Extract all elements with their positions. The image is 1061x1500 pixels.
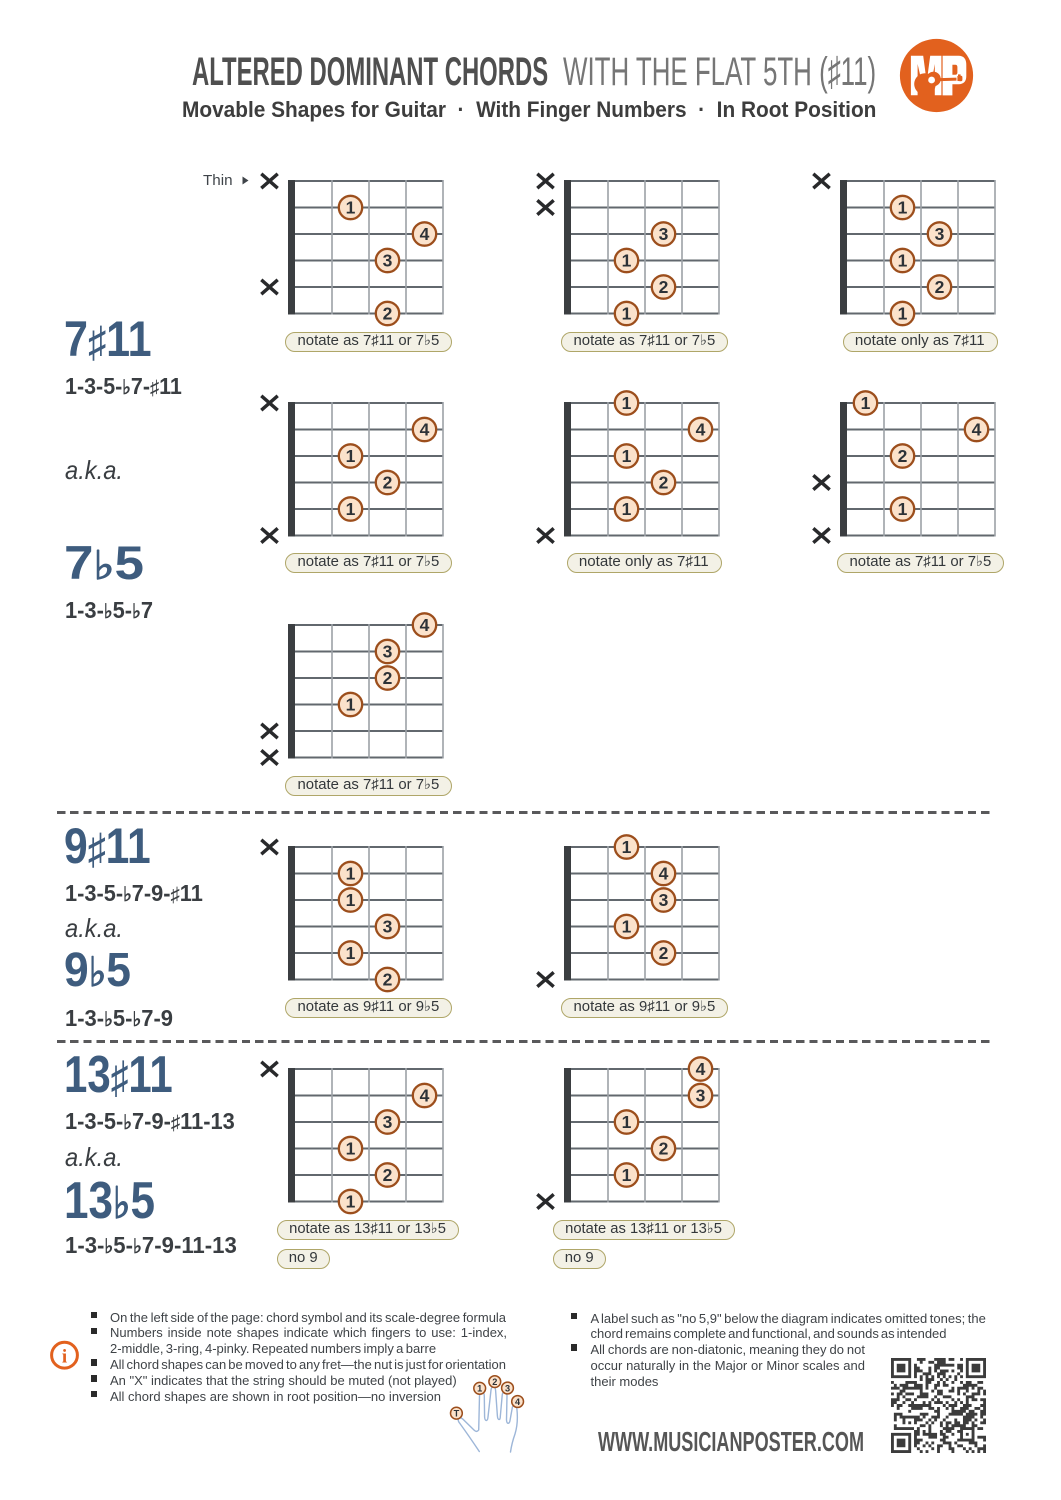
svg-text:1: 1 — [622, 393, 632, 413]
svg-text:4: 4 — [420, 224, 430, 244]
svg-text:1: 1 — [622, 446, 632, 466]
svg-text:i: i — [62, 1347, 67, 1368]
svg-text:3: 3 — [659, 890, 669, 910]
svg-text:1: 1 — [622, 1112, 632, 1132]
svg-text:4: 4 — [420, 1086, 430, 1106]
svg-text:4: 4 — [659, 864, 669, 884]
svg-text:1: 1 — [622, 250, 632, 270]
svg-text:2: 2 — [492, 1377, 497, 1387]
svg-text:3: 3 — [383, 1112, 393, 1132]
svg-text:4: 4 — [420, 420, 430, 440]
svg-text:3: 3 — [383, 641, 393, 661]
svg-text:1: 1 — [346, 446, 356, 466]
svg-text:2: 2 — [659, 473, 669, 493]
svg-text:1: 1 — [898, 303, 908, 323]
svg-text:1: 1 — [346, 864, 356, 884]
svg-text:1: 1 — [346, 1192, 356, 1212]
svg-text:T: T — [454, 1409, 460, 1419]
svg-text:2: 2 — [383, 1165, 393, 1185]
svg-text:1: 1 — [622, 1165, 632, 1185]
svg-text:2: 2 — [383, 668, 393, 688]
svg-text:3: 3 — [935, 224, 945, 244]
svg-text:1: 1 — [346, 1139, 356, 1159]
svg-text:3: 3 — [383, 250, 393, 270]
svg-text:2: 2 — [659, 277, 669, 297]
svg-text:4: 4 — [972, 420, 982, 440]
svg-text:4: 4 — [515, 1397, 521, 1407]
svg-text:2: 2 — [659, 943, 669, 963]
svg-text:3: 3 — [505, 1383, 510, 1393]
svg-text:1: 1 — [346, 943, 356, 963]
svg-text:1: 1 — [346, 499, 356, 519]
svg-text:1: 1 — [346, 197, 356, 217]
svg-text:1: 1 — [861, 393, 871, 413]
svg-text:1: 1 — [898, 250, 908, 270]
svg-text:3: 3 — [383, 917, 393, 937]
svg-text:4: 4 — [420, 615, 430, 635]
svg-text:3: 3 — [659, 224, 669, 244]
svg-text:2: 2 — [935, 277, 945, 297]
svg-text:2: 2 — [898, 446, 908, 466]
svg-text:1: 1 — [622, 303, 632, 323]
svg-text:4: 4 — [696, 420, 706, 440]
svg-text:1: 1 — [622, 837, 632, 857]
svg-text:2: 2 — [383, 303, 393, 323]
svg-text:1: 1 — [898, 197, 908, 217]
svg-text:3: 3 — [696, 1086, 706, 1106]
svg-text:2: 2 — [383, 473, 393, 493]
svg-text:1: 1 — [346, 694, 356, 714]
svg-text:1: 1 — [898, 499, 908, 519]
svg-text:1: 1 — [622, 499, 632, 519]
svg-text:1: 1 — [622, 917, 632, 937]
svg-text:1: 1 — [346, 890, 356, 910]
svg-text:4: 4 — [696, 1059, 706, 1079]
svg-text:2: 2 — [659, 1139, 669, 1159]
svg-text:2: 2 — [383, 970, 393, 990]
svg-text:1: 1 — [477, 1384, 482, 1394]
